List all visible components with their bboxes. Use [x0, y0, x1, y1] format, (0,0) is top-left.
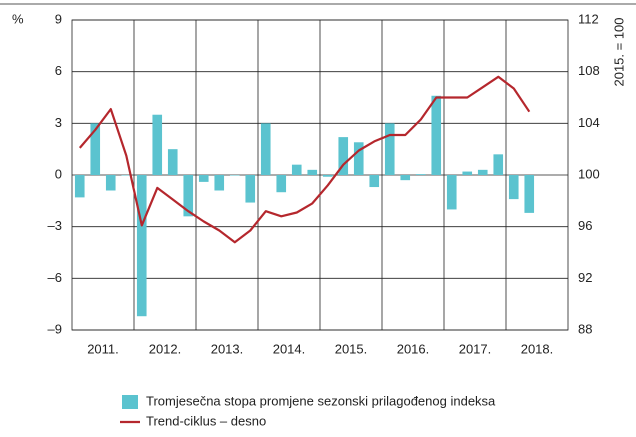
- bar: [260, 123, 271, 175]
- bar: [353, 142, 364, 175]
- bar: [214, 175, 225, 191]
- x-tick-label: 2018.: [521, 341, 554, 356]
- legend-swatch: [122, 395, 138, 409]
- trend-line: [78, 75, 531, 244]
- y-tick-label: –3: [48, 218, 62, 233]
- y-tick-label: –9: [48, 321, 62, 336]
- y2-axis-label: 2015. = 100: [611, 17, 626, 86]
- bar: [384, 123, 395, 175]
- y-axis-label: %: [12, 11, 24, 26]
- y-tick-label: 0: [55, 166, 62, 181]
- bar: [245, 175, 256, 203]
- y-tick-label: 9: [55, 11, 62, 26]
- bar: [136, 175, 147, 317]
- bar: [183, 175, 194, 217]
- bar: [121, 175, 132, 176]
- bar: [90, 123, 101, 175]
- bar: [508, 175, 519, 200]
- x-tick-label: 2014.: [273, 341, 306, 356]
- y2-tick-label: 96: [578, 218, 592, 233]
- bar: [431, 95, 442, 175]
- bar: [493, 154, 504, 175]
- y2-tick-label: 100: [578, 166, 600, 181]
- bar: [369, 175, 380, 188]
- bar: [152, 114, 163, 175]
- y2-tick-label: 104: [578, 115, 600, 130]
- bar: [105, 175, 116, 191]
- bar: [400, 175, 411, 181]
- y2-tick-label: 88: [578, 321, 592, 336]
- y2-tick-label: 92: [578, 270, 592, 285]
- y-tick-label: 3: [55, 115, 62, 130]
- bar: [167, 149, 178, 175]
- bar: [276, 175, 287, 193]
- bar: [291, 164, 302, 175]
- y-tick-label: –6: [48, 270, 62, 285]
- bar: [198, 175, 209, 182]
- x-tick-label: 2012.: [149, 341, 182, 356]
- bar: [74, 175, 85, 198]
- bar: [462, 171, 473, 175]
- bar: [524, 175, 535, 213]
- x-tick-label: 2017.: [459, 341, 492, 356]
- bar: [446, 175, 457, 210]
- legend-label: Tromjesečna stopa promjene sezonski pril…: [146, 393, 496, 408]
- x-tick-label: 2015.: [335, 341, 368, 356]
- bar: [307, 169, 318, 175]
- y2-tick-label: 112: [578, 11, 599, 26]
- bar: [338, 137, 349, 175]
- bar: [477, 169, 488, 175]
- bar: [322, 175, 333, 177]
- y-tick-label: 6: [55, 63, 62, 78]
- bar: [415, 174, 426, 175]
- plot-frame: [71, 19, 569, 331]
- x-tick-label: 2011.: [87, 341, 119, 356]
- x-tick-label: 2013.: [211, 341, 244, 356]
- x-tick-label: 2016.: [397, 341, 430, 356]
- bar: [229, 175, 240, 176]
- legend-label: Trend-ciklus – desno: [146, 413, 266, 428]
- y2-tick-label: 108: [578, 63, 600, 78]
